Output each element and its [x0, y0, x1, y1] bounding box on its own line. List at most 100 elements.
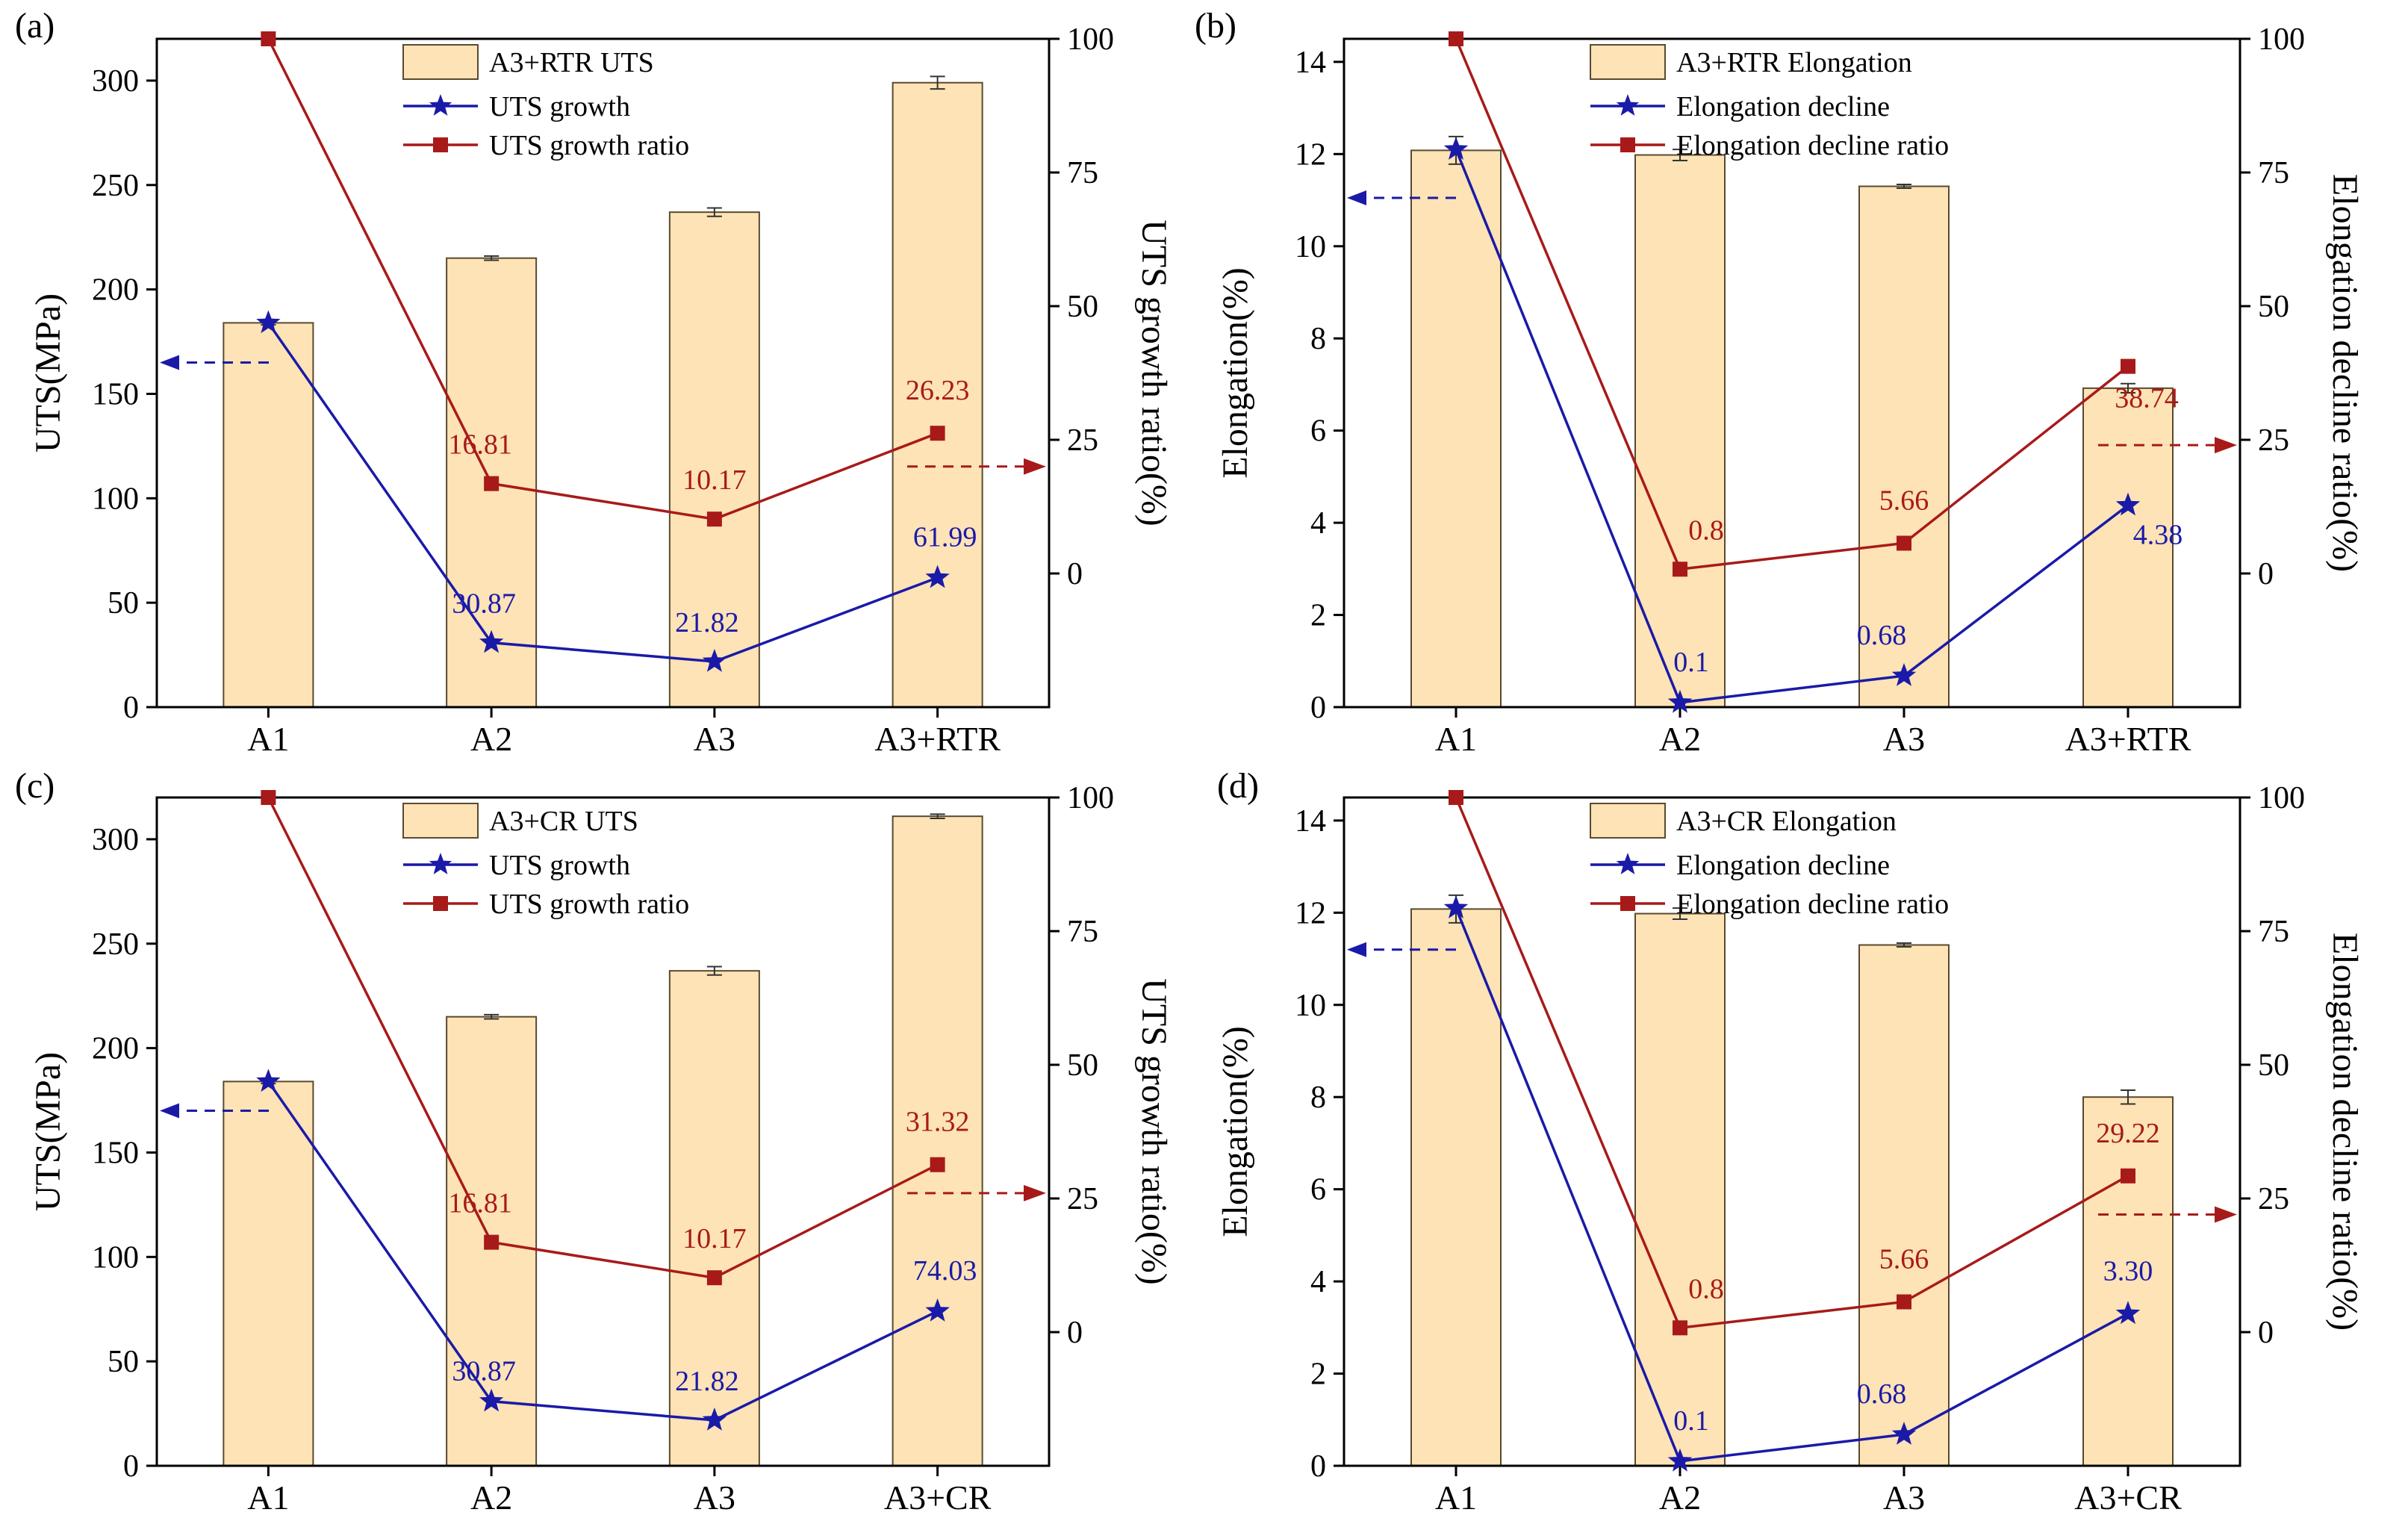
- legend: A3+RTR UTS UTS growth UTS growth ratio: [402, 44, 689, 161]
- y-tick-label: 300: [92, 823, 139, 857]
- panel-letter: (d): [1217, 766, 1259, 806]
- y2-axis-title: UTS growth ratio(%): [1134, 978, 1174, 1285]
- y2-tick-label: 75: [1067, 156, 1098, 190]
- y-tick-label: 8: [1310, 1080, 1326, 1115]
- y2-tick-label: 0: [1067, 557, 1083, 591]
- y2-axis-title: UTS growth ratio(%): [1134, 220, 1174, 526]
- y2-tick-label: 50: [2258, 1048, 2289, 1083]
- y-tick-label: 200: [92, 273, 139, 308]
- ratio-marker: [1449, 31, 1463, 46]
- y-axis-title: Elongation(%): [1216, 1026, 1255, 1237]
- ratio-data-label: 31.32: [906, 1107, 970, 1138]
- x-tick-label: A2: [470, 1478, 512, 1517]
- plot-frame: [155, 37, 1051, 709]
- y-tick-label: 8: [1310, 322, 1326, 356]
- y2-tick-label: 25: [1067, 423, 1098, 458]
- ratio-data-label: 0.8: [1688, 514, 1724, 546]
- x-tick-label: A3: [1883, 1478, 1925, 1517]
- ratio-marker: [706, 511, 722, 527]
- ratio-line: [267, 797, 939, 1280]
- growth-data-label: 21.82: [675, 607, 739, 638]
- ratio-marker: [930, 426, 945, 441]
- legend-ratio-label: Elongation decline ratio: [1676, 889, 1949, 920]
- legend-bar-label: A3+RTR UTS: [489, 47, 654, 78]
- growth-marker: [1443, 137, 1469, 160]
- y2-tick-label: 100: [1067, 781, 1114, 815]
- growth-data-label: 0.68: [1857, 1378, 1907, 1410]
- y-tick-label: 0: [1310, 1449, 1326, 1484]
- x-tick-label: A3+CR: [2074, 1478, 2182, 1517]
- ratio-data-label: 26.23: [906, 375, 970, 406]
- y2-tick-label: 0: [2258, 1316, 2274, 1350]
- legend: A3+CR UTS UTS growth UTS growth ratio: [402, 803, 689, 920]
- y2-tick-label: 50: [2258, 290, 2289, 324]
- y-tick-label: 12: [1295, 896, 1326, 930]
- right-arrow-head: [1024, 1184, 1046, 1201]
- legend-growth-marker: [429, 94, 452, 116]
- ratio-marker: [261, 790, 276, 805]
- growth-marker: [2115, 492, 2141, 516]
- growth-marker: [702, 649, 727, 672]
- y2-axis-title: Elongation decline ratio(%): [2325, 933, 2365, 1331]
- y2-tick-label: 0: [2258, 557, 2274, 591]
- ratio-data-label: 10.17: [682, 464, 747, 496]
- bar: [1410, 149, 1502, 708]
- chart-panel-c: (c) 0 50 100 150 200 250 300 0 25 50 75 100 A1 A2 A3 A3+…: [15, 766, 1174, 1517]
- y-tick-label: 12: [1295, 137, 1326, 172]
- y-tick-label: 250: [92, 169, 139, 203]
- legend: A3+RTR Elongation Elongation decline Elong…: [1590, 44, 1949, 161]
- y-tick-label: 0: [123, 691, 139, 725]
- legend-bar-swatch: [402, 44, 479, 80]
- legend-ratio-marker: [433, 137, 448, 152]
- legend-bar-swatch: [1590, 44, 1666, 80]
- ratio-marker: [930, 1157, 945, 1172]
- legend-growth-label: UTS growth: [489, 850, 630, 881]
- y2-tick-label: 75: [2258, 915, 2289, 949]
- bar: [223, 322, 314, 708]
- x-tick-label: A1: [1435, 720, 1477, 758]
- growth-marker: [1667, 1448, 1693, 1472]
- ratio-line: [267, 38, 939, 520]
- legend-ratio-label: UTS growth ratio: [489, 130, 689, 161]
- growth-line: [1455, 907, 2129, 1463]
- panel-letter: (c): [15, 766, 55, 806]
- y-tick-label: 0: [123, 1449, 139, 1484]
- growth-line: [267, 1080, 939, 1422]
- y-axis-title: Elongation(%): [1216, 267, 1255, 479]
- legend-bar-label: A3+CR UTS: [489, 806, 638, 837]
- growth-data-label: 21.82: [675, 1366, 739, 1397]
- y2-tick-label: 75: [2258, 156, 2289, 190]
- ratio-marker: [2121, 1168, 2135, 1184]
- ratio-marker: [484, 476, 500, 491]
- growth-line: [267, 322, 939, 663]
- x-tick-label: A3+RTR: [2065, 720, 2191, 758]
- y-axis-title: UTS(MPa): [28, 1052, 68, 1211]
- legend-ratio-label: UTS growth ratio: [489, 889, 689, 920]
- growth-marker: [256, 1069, 281, 1092]
- y2-tick-label: 25: [1067, 1182, 1098, 1216]
- ratio-data-label: 0.8: [1688, 1273, 1724, 1304]
- x-tick-label: A1: [247, 1478, 289, 1517]
- y-tick-label: 14: [1295, 804, 1326, 839]
- ratio-line: [1455, 797, 2129, 1330]
- bar: [2082, 1096, 2174, 1467]
- y-tick-label: 14: [1295, 46, 1326, 80]
- chart-panel-a: (a) 0 50 100 150 200 250 300 0 25 50 75 100 A1 A2 A3 A3+…: [15, 6, 1174, 758]
- legend-growth-marker: [1616, 94, 1640, 116]
- y2-tick-label: 100: [2258, 22, 2305, 57]
- growth-data-label: 0.68: [1857, 620, 1907, 651]
- growth-marker: [1891, 663, 1917, 686]
- panel-letter: (a): [15, 6, 55, 46]
- legend-bar-swatch: [402, 803, 479, 839]
- growth-marker: [1443, 895, 1469, 918]
- legend-ratio-marker: [1620, 137, 1635, 152]
- y-tick-label: 100: [92, 1240, 139, 1275]
- bar: [1858, 185, 1950, 709]
- chart-panel-b: (b) 0 2 4 6 8 10 12 14 0 25 50 75 100 A1 A2 A3 A3+RTR Elon…: [1195, 6, 2365, 758]
- bar: [1634, 154, 1726, 709]
- x-tick-label: A2: [1659, 1478, 1701, 1517]
- left-arrow-head: [1347, 190, 1366, 205]
- bar: [892, 815, 983, 1467]
- y2-tick-label: 25: [2258, 423, 2289, 458]
- growth-marker: [1667, 689, 1693, 713]
